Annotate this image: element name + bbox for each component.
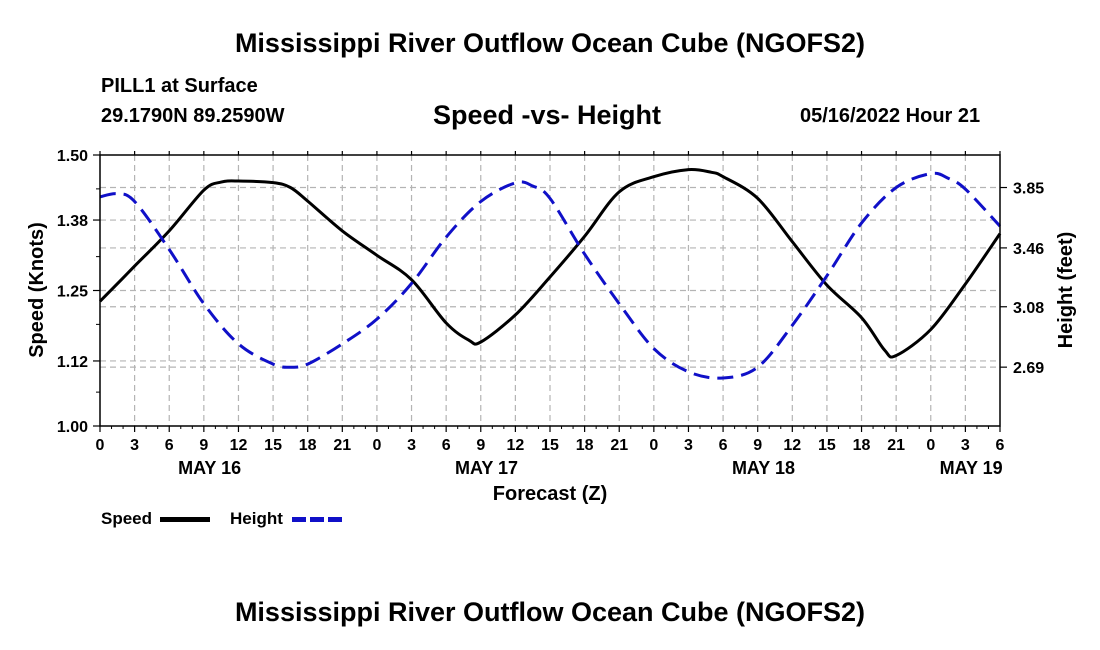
station-label: PILL1 at Surface <box>101 75 258 97</box>
x-tick-label: 21 <box>333 437 351 454</box>
legend-speed-swatch <box>160 517 210 522</box>
coordinates-label: 29.1790N 89.2590W <box>101 105 285 127</box>
legend-height-swatch <box>292 517 342 522</box>
x-tick-label: 12 <box>506 437 524 454</box>
x-axis-label: Forecast (Z) <box>493 483 607 505</box>
x-tick-label: 12 <box>230 437 248 454</box>
x-tick-label: 3 <box>684 437 693 454</box>
x-tick-label: 0 <box>649 437 658 454</box>
y2-tick-label: 2.69 <box>1013 360 1044 377</box>
y-axis-label: Speed (Knots) <box>26 222 48 358</box>
x-tick-label: 21 <box>610 437 628 454</box>
x-tick-label: 3 <box>961 437 970 454</box>
x-tick-label: 9 <box>199 437 208 454</box>
x-tick-label: 3 <box>130 437 139 454</box>
y-tick-label: 1.00 <box>57 419 88 436</box>
x-tick-label: 0 <box>96 437 105 454</box>
x-tick-label: 3 <box>407 437 416 454</box>
main-title: Mississippi River Outflow Ocean Cube (NG… <box>234 28 866 58</box>
y2-tick-label: 3.46 <box>1013 241 1044 258</box>
legend-speed-label: Speed <box>101 509 153 528</box>
x-tick-label: 12 <box>783 437 801 454</box>
x-tick-label: 6 <box>719 437 728 454</box>
footer-title: Mississippi River Outflow Ocean Cube (NG… <box>234 597 866 627</box>
forecast-datetime: 05/16/2022 Hour 21 <box>800 105 981 127</box>
x-tick-label: 21 <box>887 437 905 454</box>
series-group <box>98 167 1002 380</box>
x-tick-label: 9 <box>753 437 762 454</box>
y-tick-label: 1.12 <box>57 354 88 371</box>
x-tick-label: 6 <box>165 437 174 454</box>
y-tick-label: 1.38 <box>57 213 88 230</box>
x-tick-label: 6 <box>442 437 451 454</box>
y-tick-label: 1.25 <box>57 284 88 301</box>
chart-subtitle: Speed -vs- Height <box>433 100 662 130</box>
series-line-height <box>99 171 1002 380</box>
day-label: MAY 17 <box>455 458 518 478</box>
x-tick-label: 0 <box>926 437 935 454</box>
y2-axis-label: Height (feet) <box>1055 232 1077 349</box>
day-label: MAY 18 <box>732 458 795 478</box>
x-tick-label: 15 <box>541 437 559 454</box>
legend-height-label: Height <box>230 509 283 528</box>
x-tick-label: 18 <box>299 437 317 454</box>
series-line-speed <box>98 167 1002 359</box>
y-tick-label: 1.50 <box>57 148 88 165</box>
day-label: MAY 16 <box>178 458 241 478</box>
x-tick-label: 18 <box>576 437 594 454</box>
y2-tick-label: 3.08 <box>1013 300 1044 317</box>
grid <box>100 155 1000 426</box>
x-tick-label: 15 <box>264 437 282 454</box>
day-label: MAY 19 <box>940 458 1003 478</box>
x-tick-label: 15 <box>818 437 836 454</box>
y2-tick-label: 3.85 <box>1013 181 1044 198</box>
x-tick-label: 9 <box>476 437 485 454</box>
x-tick-label: 18 <box>853 437 871 454</box>
axes: 0 3 6 9 12 15 18 21 0 3 6 9 12 15 18 21 0 3 6 9 12 15 18 21 0 3 6 1… <box>57 148 1044 478</box>
x-tick-label: 0 <box>372 437 381 454</box>
x-tick-label: 6 <box>996 437 1005 454</box>
